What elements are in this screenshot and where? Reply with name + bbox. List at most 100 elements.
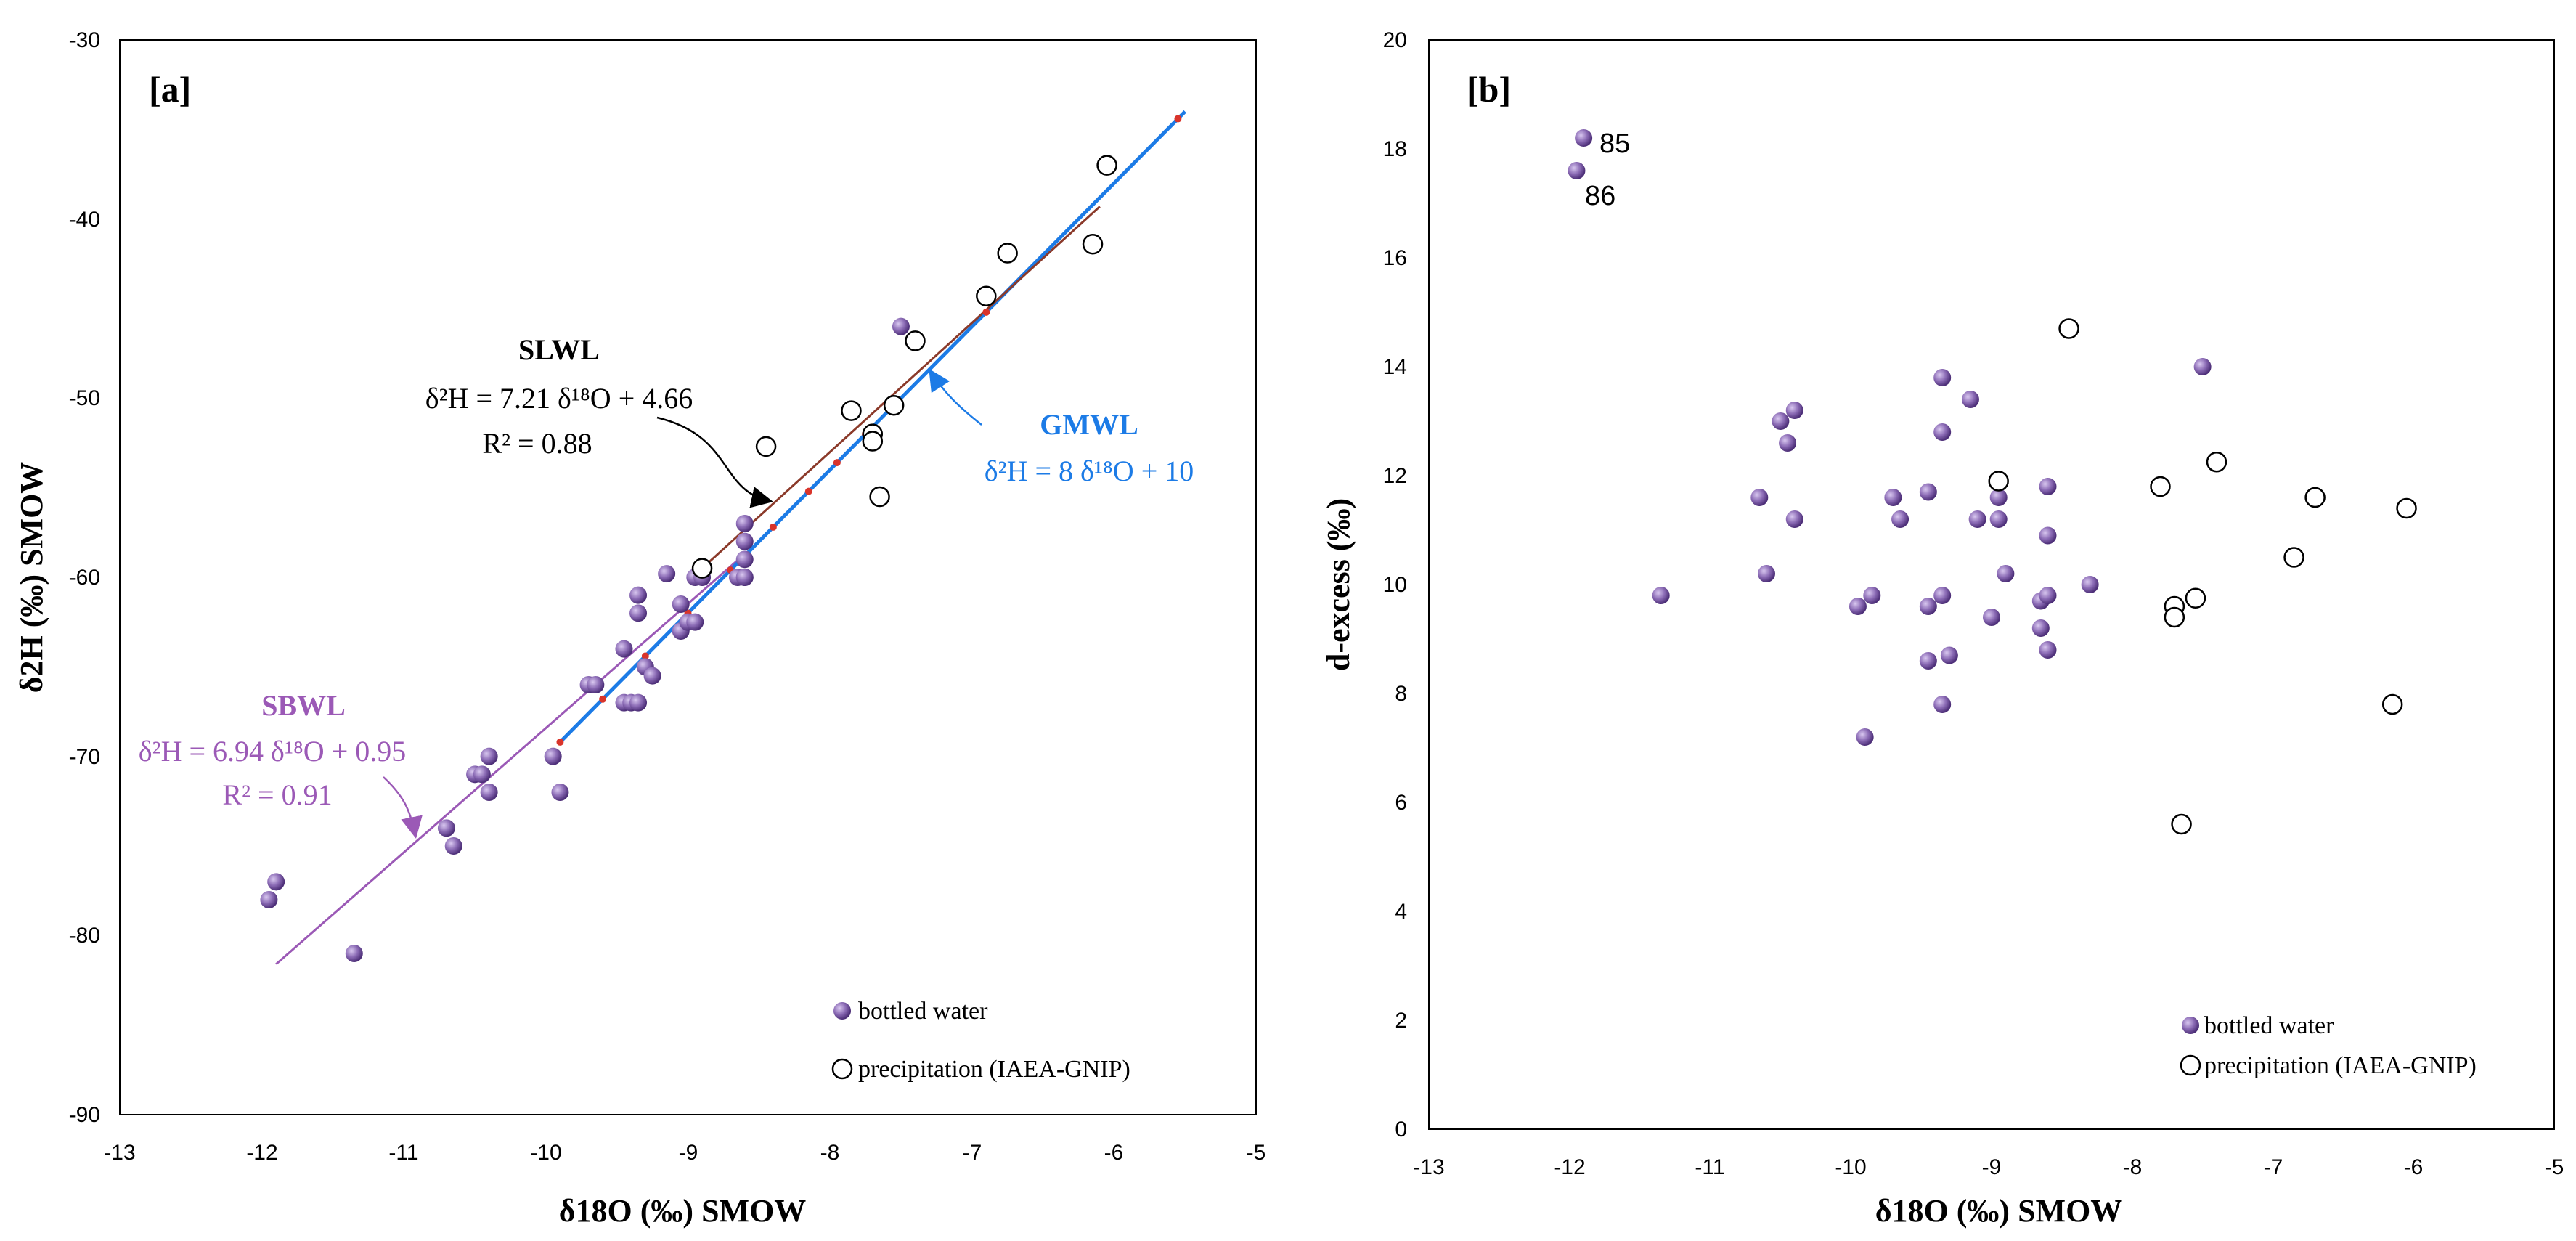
b-ytick-label: 20 bbox=[1383, 28, 1407, 52]
a-ytick-label: -80 bbox=[69, 924, 100, 948]
a-precipitation-point bbox=[1096, 155, 1117, 176]
b-bottled-water-point bbox=[1750, 489, 1769, 506]
b-bottled-water-point bbox=[1983, 609, 2000, 626]
b-legend-bottled-marker bbox=[2182, 1017, 2199, 1034]
b-bottled-water-point bbox=[1891, 510, 1909, 528]
a-bottled-water-point bbox=[473, 765, 491, 784]
a-bottled-water-point bbox=[629, 586, 648, 604]
b-ytick-label: 2 bbox=[1395, 1009, 1407, 1033]
a-legend-bottled-marker bbox=[833, 1002, 851, 1020]
a-bottled-water-point bbox=[345, 945, 363, 962]
a-x-axis-title: δ18O (‰) SMOW bbox=[559, 1193, 807, 1229]
a-xtick-label: -10 bbox=[530, 1141, 561, 1165]
b-xtick-label: -13 bbox=[1413, 1155, 1444, 1179]
a-bottled-water-point bbox=[735, 550, 754, 569]
slwl-label: SLWL bbox=[518, 333, 600, 366]
fit-point bbox=[556, 738, 564, 746]
slwl-arrow bbox=[656, 416, 773, 508]
b-bottled-water-point bbox=[1849, 598, 1867, 615]
b-ytick-label: 14 bbox=[1383, 355, 1407, 379]
panel-a: -30 -40 -50 -60 -70 -80 -90 -13 -12 -11 … bbox=[14, 28, 1265, 1229]
a-bottled-water-point bbox=[260, 891, 278, 908]
b-bottled-water-point bbox=[1779, 434, 1797, 452]
b-ytick-label: 10 bbox=[1383, 573, 1407, 597]
b-legend-bottled-label: bottled water bbox=[2204, 1012, 2334, 1039]
b-xtick-label: -5 bbox=[2545, 1155, 2564, 1179]
a-legend-precip-label: precipitation (IAEA-GNIP) bbox=[858, 1056, 1130, 1083]
a-bottled-water-point bbox=[587, 676, 605, 693]
b-xtick-label: -6 bbox=[2404, 1155, 2424, 1179]
b-bottled-water-point bbox=[1863, 587, 1881, 604]
b-point-label-85: 85 bbox=[1599, 129, 1630, 159]
b-bottled-water-point bbox=[1758, 565, 1775, 582]
a-bottled-water-point bbox=[735, 532, 754, 550]
b-precipitation-point bbox=[2150, 476, 2171, 497]
b-bottled-water-point bbox=[2039, 478, 2057, 495]
a-precipitation-point bbox=[691, 558, 713, 579]
b-bottled-water-point bbox=[1884, 489, 1902, 506]
a-bottled-water-point bbox=[892, 317, 910, 335]
fit-point bbox=[804, 487, 812, 495]
b-point-label-86: 86 bbox=[1585, 181, 1615, 211]
a-bottled-water-point bbox=[643, 667, 661, 685]
a-bottled-water-point bbox=[658, 565, 676, 583]
a-bottled-water-point bbox=[551, 784, 569, 801]
b-bottled-water-point bbox=[2081, 576, 2099, 593]
a-xtick-label: -9 bbox=[679, 1141, 698, 1165]
b-bottled-water-point bbox=[2031, 619, 2050, 637]
b-precipitation-point bbox=[2058, 318, 2079, 339]
b-xtick-label: -9 bbox=[1982, 1155, 2002, 1179]
a-bottled-water-point bbox=[629, 604, 648, 622]
b-y-axis-title: d-excess (‰) bbox=[1321, 498, 1356, 671]
a-ytick-label: -30 bbox=[69, 28, 100, 52]
b-xtick-label: -11 bbox=[1695, 1155, 1724, 1179]
a-precipitation-point bbox=[755, 436, 777, 457]
b-bottled-water-point bbox=[1919, 652, 1937, 670]
fit-point bbox=[769, 523, 777, 531]
b-precipitation-point bbox=[2164, 606, 2185, 628]
a-bottled-water-point bbox=[735, 515, 754, 532]
a-ytick-label: -90 bbox=[69, 1103, 100, 1127]
b-bottled-water-point bbox=[1968, 510, 1986, 528]
b-bottled-water-point bbox=[1933, 587, 1952, 604]
a-bottled-water-point bbox=[615, 640, 633, 658]
b-ytick-label: 16 bbox=[1383, 246, 1407, 270]
a-ytick-label: -50 bbox=[69, 386, 100, 410]
a-bottled-water-point bbox=[544, 747, 562, 765]
a-xtick-label: -11 bbox=[388, 1141, 418, 1165]
b-precipitation-point bbox=[2206, 452, 2227, 473]
a-bottled-water-point bbox=[480, 747, 498, 765]
a-legend-bottled-label: bottled water bbox=[858, 998, 988, 1025]
a-data-points bbox=[260, 115, 1182, 962]
sbwl-regression-line bbox=[275, 553, 746, 965]
a-legend: bottled water precipitation (IAEA-GNIP) bbox=[831, 998, 1130, 1083]
a-bottled-water-point bbox=[267, 873, 285, 891]
a-bottled-water-point bbox=[629, 693, 648, 712]
a-bottled-water-point bbox=[672, 595, 690, 613]
b-bottled-water-point bbox=[2039, 526, 2057, 545]
a-precipitation-point bbox=[1082, 233, 1104, 255]
b-legend-precip-marker bbox=[2180, 1054, 2201, 1076]
a-precipitation-point bbox=[869, 486, 890, 508]
a-panel-label: [a] bbox=[149, 69, 191, 110]
b-bottled-water-point bbox=[1989, 510, 2008, 528]
b-xtick-label: -12 bbox=[1554, 1155, 1585, 1179]
b-ytick-label: 18 bbox=[1383, 137, 1407, 161]
sbwl-label: SBWL bbox=[261, 689, 346, 722]
b-panel-label: [b] bbox=[1467, 69, 1511, 110]
a-y-axis-title: δ2H (‰) SMOW bbox=[14, 462, 49, 693]
gmwl-equation: δ²H = 8 δ¹⁸O + 10 bbox=[985, 455, 1194, 487]
a-ytick-label: -70 bbox=[69, 745, 100, 769]
b-bottled-water-point bbox=[1772, 412, 1790, 430]
b-ytick-label: 4 bbox=[1395, 900, 1407, 924]
slwl-r2: R² = 0.88 bbox=[482, 427, 592, 460]
sbwl-r2: R² = 0.91 bbox=[222, 778, 332, 811]
a-ytick-label: -60 bbox=[69, 566, 100, 590]
b-bottled-water-point bbox=[1933, 696, 1952, 713]
fit-point bbox=[982, 308, 990, 316]
panel-b-plot-area bbox=[1428, 39, 2555, 1130]
b-xtick-label: -10 bbox=[1835, 1155, 1866, 1179]
a-bottled-water-point bbox=[437, 819, 455, 837]
fit-point bbox=[833, 459, 841, 467]
b-precipitation-point bbox=[2185, 587, 2206, 609]
